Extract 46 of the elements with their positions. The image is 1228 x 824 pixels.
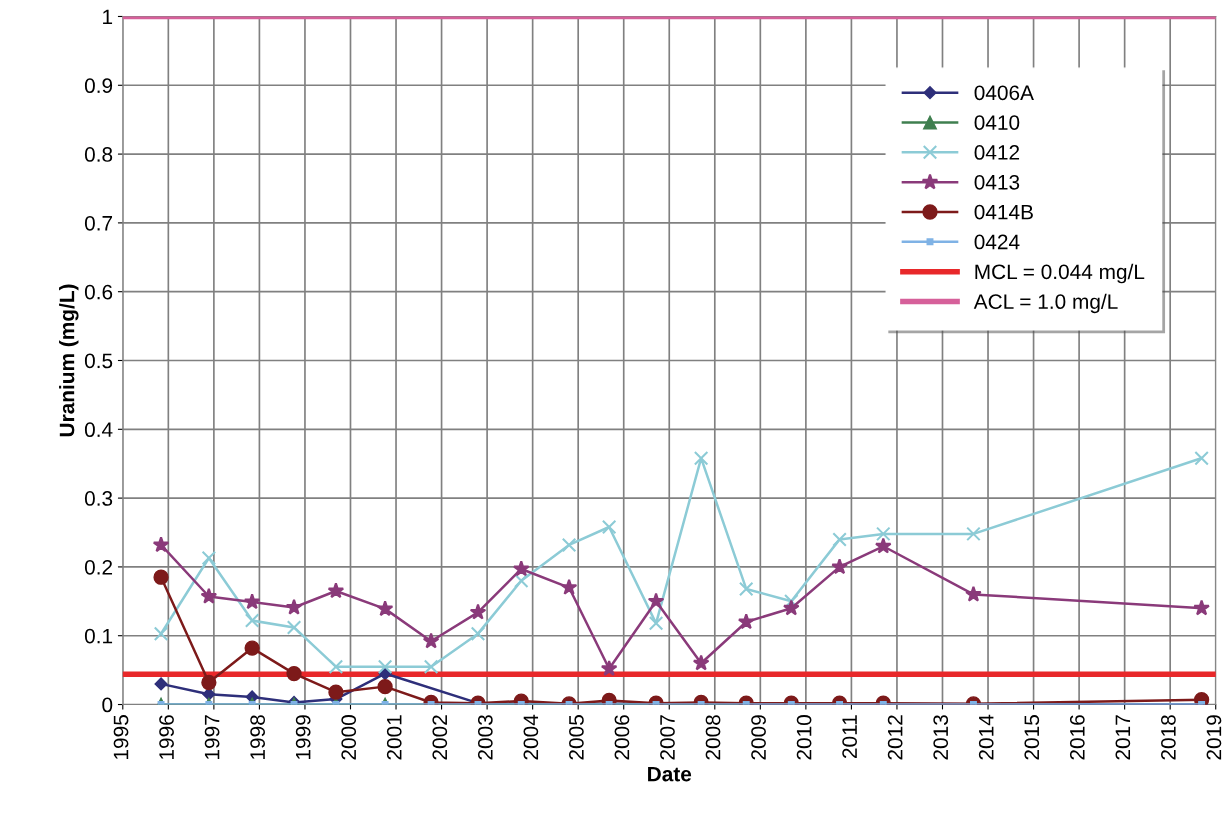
y-tick-label: 0.9 [84,78,113,94]
x-tick-label: 2000 [341,715,357,760]
legend-label: ACL = 1.0 mg/L [973,293,1118,314]
x-tick-label: 2012 [887,715,903,760]
x-tick-label: 2014 [978,714,994,760]
y-tick-label: 1 [103,9,113,25]
x-tick-label: 2007 [660,715,675,760]
legend-label: 0406A [974,85,1034,101]
x-tick-label: 1996 [159,715,174,759]
y-axis-title: Uranium (mg/L) [59,284,79,437]
y-tick-label: 0.4 [84,422,113,438]
x-tick-label: 2015 [1024,715,1040,760]
x-tick-label: 2005 [569,715,584,760]
x-tick-label: 2010 [796,715,812,760]
y-tick-label: 0.7 [84,215,113,231]
legend-label: 0410 [974,115,1020,130]
legend-label: 0413 [974,174,1020,190]
x-tick-label: 2008 [705,715,721,760]
x-tick-label: 2019 [1206,715,1222,760]
x-tick-label: 2001 [386,715,402,760]
y-tick-label: 0.2 [84,559,113,575]
x-tick-label: 2006 [614,715,630,760]
y-tick-label: 0.5 [84,353,113,369]
legend-label: 0424 [974,234,1020,250]
x-tick-label: 2004 [523,714,539,760]
legend-label: 0412 [974,145,1020,160]
x-tick-label: 2002 [432,715,448,760]
x-tick-label: 1997 [204,715,220,759]
x-tick-label: 2003 [477,715,493,760]
x-tick-label: 2011 [842,715,858,758]
x-tick-label: 2016 [1069,715,1085,760]
x-tick-label: 1998 [250,715,266,759]
x-tick-label: 2017 [1115,715,1131,760]
y-tick-label: 0.1 [84,628,113,644]
y-tick-label: 0.3 [84,491,113,506]
legend-label: 0414B [974,204,1033,220]
x-tick-label: 2009 [751,715,766,760]
x-tick-label: 2013 [933,715,949,760]
y-tick-label: 0 [102,697,113,713]
x-tick-label: 1999 [295,715,311,759]
x-axis-title: Date [648,766,692,782]
y-tick-label: 0.6 [84,284,113,300]
y-tick-label: 0.8 [84,147,113,162]
legend-label: MCL = 0.044 mg/L [975,263,1145,284]
x-tick-label: 2018 [1161,715,1176,760]
x-tick-label: 1995 [113,715,129,759]
